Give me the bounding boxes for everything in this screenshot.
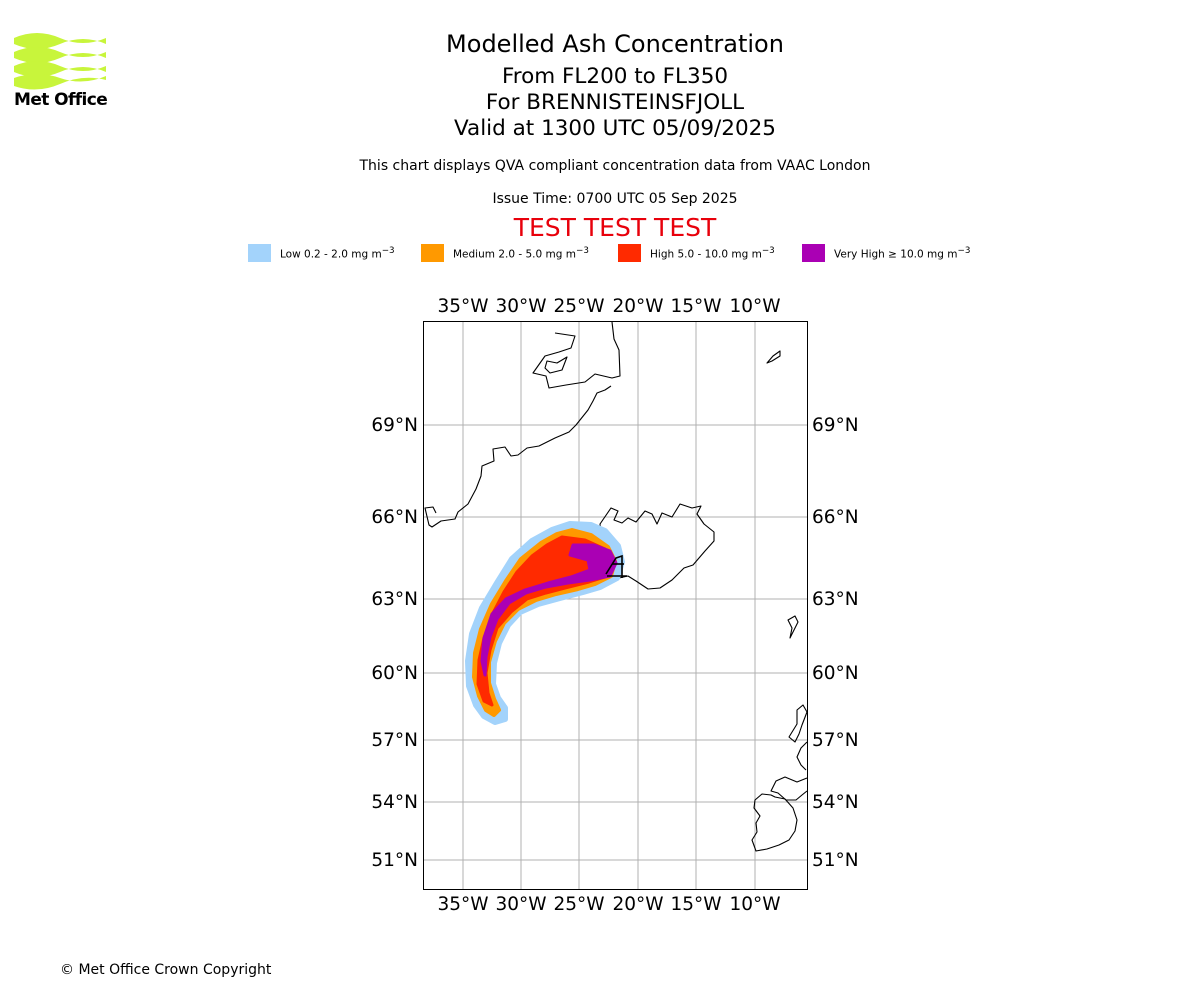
issue-time: Issue Time: 0700 UTC 05 Sep 2025	[492, 191, 738, 207]
lat-label-right-63n: 63°N	[812, 589, 859, 610]
chart-title: Modelled Ash Concentration	[446, 30, 784, 58]
lat-label-right-51n: 51°N	[812, 850, 859, 871]
lon-label-bottom-35w: 35°W	[437, 894, 488, 915]
volcano-marker-icon	[605, 554, 627, 578]
lon-label-bottom-20w: 20°W	[612, 894, 663, 915]
lat-label-left-51n: 51°N	[371, 850, 418, 871]
lon-label-top-10w: 10°W	[729, 296, 780, 317]
legend-label-very-high: Very High ≥ 10.0 mg m−3	[834, 246, 971, 261]
lat-label-left-54n: 54°N	[371, 792, 418, 813]
coastline-faroe-islands	[787, 615, 799, 639]
coastlines	[424, 321, 808, 852]
met-office-logo-text: Met Office	[14, 90, 108, 110]
latitude-labels-right: 69°N 66°N 63°N 60°N 57°N 54°N 51°N	[812, 415, 859, 871]
lat-label-right-69n: 69°N	[812, 415, 859, 436]
test-banner: TEST TEST TEST	[513, 213, 717, 242]
lat-label-right-54n: 54°N	[812, 792, 859, 813]
legend-label-high: High 5.0 - 10.0 mg m−3	[650, 246, 775, 261]
coastline-greenland-east	[424, 385, 612, 528]
lat-label-left-57n: 57°N	[371, 730, 418, 751]
coastline-greenland-interior	[544, 356, 568, 374]
coastline-ireland	[751, 793, 798, 852]
flight-level-range: From FL200 to FL350	[501, 64, 729, 89]
longitude-labels-top: 35°W 30°W 25°W 20°W 15°W 10°W	[437, 296, 780, 317]
lon-label-bottom-15w: 15°W	[670, 894, 721, 915]
legend-swatch-low	[248, 244, 271, 262]
legend-swatch-high	[618, 244, 641, 262]
lon-label-bottom-30w: 30°W	[495, 894, 546, 915]
copyright-notice: © Met Office Crown Copyright	[60, 962, 272, 978]
lat-label-right-60n: 60°N	[812, 663, 859, 684]
volcano-name: For BRENNISTEINSFJOLL	[485, 90, 745, 115]
lat-label-right-66n: 66°N	[812, 507, 859, 528]
ash-plume	[465, 521, 625, 725]
coastline-shetland-orkney	[788, 704, 808, 743]
longitude-labels-bottom: 35°W 30°W 25°W 20°W 15°W 10°W	[437, 894, 780, 915]
legend-swatch-very-high	[802, 244, 825, 262]
met-office-wave-icon	[14, 33, 106, 90]
lon-label-top-30w: 30°W	[495, 296, 546, 317]
lon-label-bottom-25w: 25°W	[553, 894, 604, 915]
lon-label-top-15w: 15°W	[670, 296, 721, 317]
chart-description: This chart displays QVA compliant concen…	[359, 158, 871, 174]
coastline-scotland	[796, 741, 808, 771]
valid-time: Valid at 1300 UTC 05/09/2025	[453, 116, 776, 141]
coastline-jan-mayen	[766, 350, 781, 364]
lat-label-right-57n: 57°N	[812, 730, 859, 751]
map-frame	[423, 321, 808, 890]
latitude-labels-left: 69°N 66°N 63°N 60°N 57°N 54°N 51°N	[371, 415, 418, 871]
legend-label-medium: Medium 2.0 - 5.0 mg m−3	[453, 246, 589, 261]
met-office-logo: Met Office	[14, 30, 108, 112]
lon-label-top-25w: 25°W	[553, 296, 604, 317]
lat-label-left-66n: 66°N	[371, 507, 418, 528]
lon-label-top-35w: 35°W	[437, 296, 488, 317]
coastline-greenland-north	[532, 321, 621, 389]
lon-label-bottom-10w: 10°W	[729, 894, 780, 915]
lat-label-left-69n: 69°N	[371, 415, 418, 436]
legend-swatch-medium	[421, 244, 444, 262]
coastline-britain-west	[770, 776, 808, 801]
lon-label-top-20w: 20°W	[612, 296, 663, 317]
lat-label-left-63n: 63°N	[371, 589, 418, 610]
lat-label-left-60n: 60°N	[371, 663, 418, 684]
legend-label-low: Low 0.2 - 2.0 mg m−3	[280, 246, 395, 261]
